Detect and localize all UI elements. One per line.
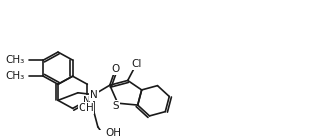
Text: O: O	[79, 103, 87, 113]
Text: OH: OH	[106, 128, 122, 137]
Text: O: O	[112, 64, 120, 74]
Text: N: N	[90, 90, 98, 100]
Text: CH₃: CH₃	[5, 55, 24, 65]
Text: N: N	[83, 96, 91, 106]
Text: Cl: Cl	[132, 59, 142, 69]
Text: CH₃: CH₃	[5, 71, 24, 81]
Text: S: S	[112, 101, 119, 111]
Text: H: H	[86, 103, 93, 113]
